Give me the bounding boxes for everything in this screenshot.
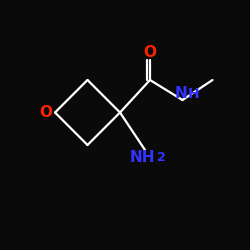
Text: H: H — [188, 87, 200, 101]
Text: O: O — [144, 45, 156, 60]
Text: O: O — [40, 105, 53, 120]
Text: N: N — [175, 86, 188, 101]
Text: NH: NH — [130, 150, 155, 165]
Text: 2: 2 — [157, 151, 166, 164]
